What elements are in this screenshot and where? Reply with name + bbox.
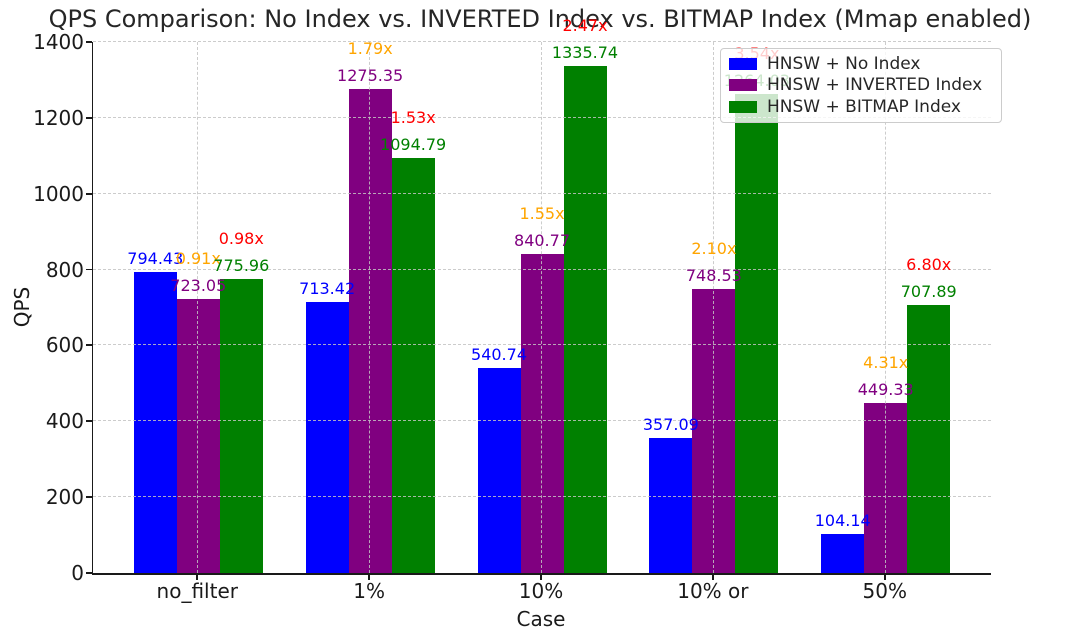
- chart-title: QPS Comparison: No Index vs. INVERTED In…: [48, 5, 1032, 33]
- legend-item-label: HNSW + BITMAP Index: [767, 96, 961, 117]
- bar-value-label: 713.42: [299, 279, 356, 299]
- legend-item-label: HNSW + INVERTED Index: [767, 75, 983, 96]
- x-tick-label: 1%: [353, 579, 385, 603]
- legend-item: HNSW + INVERTED Index: [729, 75, 993, 97]
- x-tick-mark: [711, 575, 714, 580]
- bar: [563, 66, 607, 573]
- ratio-label: 2.47x: [562, 16, 608, 36]
- plot-area: 794.43 713.42 540.74 357.09 104.14 723.05 0.91…: [92, 16, 991, 575]
- bar-value-label: 748.53: [685, 266, 742, 286]
- legend-item-label: HNSW + No Index: [767, 53, 921, 74]
- bar-value-label: 1094.79: [380, 134, 447, 154]
- x-tick-mark: [368, 575, 370, 580]
- grid-line-vertical: [884, 42, 886, 573]
- y-tick-mark: [86, 496, 92, 498]
- y-tick-label: 200: [45, 485, 84, 510]
- x-tick-mark: [196, 575, 199, 580]
- bar: [305, 302, 349, 573]
- ratio-label: 4.31x: [863, 352, 909, 372]
- x-tick-label: 10% or: [677, 579, 749, 603]
- legend-swatch: [729, 57, 757, 70]
- grid-line-horizontal: [93, 344, 991, 346]
- y-tick-label: 400: [45, 409, 84, 434]
- bar: [692, 289, 736, 573]
- bar: [133, 271, 177, 573]
- y-tick-mark: [86, 41, 92, 43]
- y-tick-mark: [86, 420, 92, 423]
- legend-item: HNSW + BITMAP Index: [729, 96, 993, 118]
- grid-line-horizontal: [93, 116, 991, 118]
- grid-line-vertical: [369, 42, 371, 573]
- bar: [391, 157, 435, 573]
- grid-line-horizontal: [93, 192, 991, 194]
- x-tick-label: 50%: [862, 579, 907, 603]
- bar-value-label: 794.43: [127, 248, 184, 268]
- y-tick-label: 800: [45, 257, 84, 282]
- bar-value-label: 540.74: [471, 344, 527, 364]
- x-axis-label: Case: [516, 607, 566, 631]
- ratio-label: 1.79x: [347, 39, 393, 59]
- x-tick-mark: [540, 575, 542, 580]
- y-tick-mark: [86, 192, 92, 195]
- y-tick-label: 1200: [33, 105, 84, 130]
- grid-line-horizontal: [93, 496, 991, 498]
- ratio-label: 0.98x: [218, 228, 264, 248]
- bar-value-label: 104.14: [814, 510, 871, 530]
- legend-swatch: [729, 79, 757, 92]
- y-tick-mark: [86, 268, 92, 271]
- bar: [176, 298, 220, 573]
- bar: [907, 304, 951, 573]
- y-tick-mark: [86, 344, 92, 347]
- y-tick-mark: [86, 116, 92, 119]
- bar-value-label: 1275.35: [337, 66, 404, 86]
- y-tick-label: 600: [45, 333, 84, 358]
- y-tick-label: 0: [71, 561, 84, 585]
- bar-value-label: 357.09: [642, 414, 699, 434]
- bar: [348, 89, 392, 573]
- x-tick-mark: [883, 575, 886, 580]
- bar-value-label: 449.33: [857, 379, 914, 399]
- bar: [219, 278, 263, 573]
- y-tick-mark: [86, 572, 92, 574]
- bar-value-label: 1335.74: [551, 43, 619, 63]
- grid-line-horizontal: [93, 268, 991, 270]
- ratio-label: 6.80x: [906, 254, 952, 274]
- legend: HNSW + No Index HNSW + INVERTED Index HNSW…: [720, 48, 1002, 123]
- ratio-label: 1.53x: [390, 107, 436, 127]
- y-tick-label: 1400: [33, 30, 84, 54]
- x-tick-label: no_filter: [156, 579, 238, 603]
- bar: [821, 533, 865, 573]
- ratio-label: 2.10x: [691, 239, 737, 259]
- bar-value-label: 775.96: [213, 255, 270, 275]
- ratio-label: 0.91x: [175, 248, 221, 268]
- x-tick-label: 10%: [518, 579, 564, 603]
- grid-line-horizontal: [93, 41, 991, 42]
- bar: [477, 367, 521, 573]
- legend-swatch: [729, 100, 757, 113]
- legend-item: HNSW + No Index: [729, 53, 993, 75]
- bar-value-label: 840.77: [514, 231, 570, 251]
- grid-line-vertical: [712, 42, 714, 573]
- grid-line-vertical: [541, 42, 542, 573]
- grid-line-vertical: [197, 42, 199, 573]
- grid-line-horizontal: [93, 420, 991, 422]
- bar: [735, 93, 779, 573]
- ratio-label: 1.55x: [519, 204, 565, 224]
- bar: [864, 402, 908, 573]
- bar: [520, 254, 564, 573]
- bar-value-label: 707.89: [900, 281, 957, 301]
- bar: [649, 437, 693, 573]
- y-axis-label: QPS: [10, 286, 34, 328]
- bar-value-label: 723.05: [170, 275, 227, 295]
- y-tick-label: 1000: [33, 181, 84, 206]
